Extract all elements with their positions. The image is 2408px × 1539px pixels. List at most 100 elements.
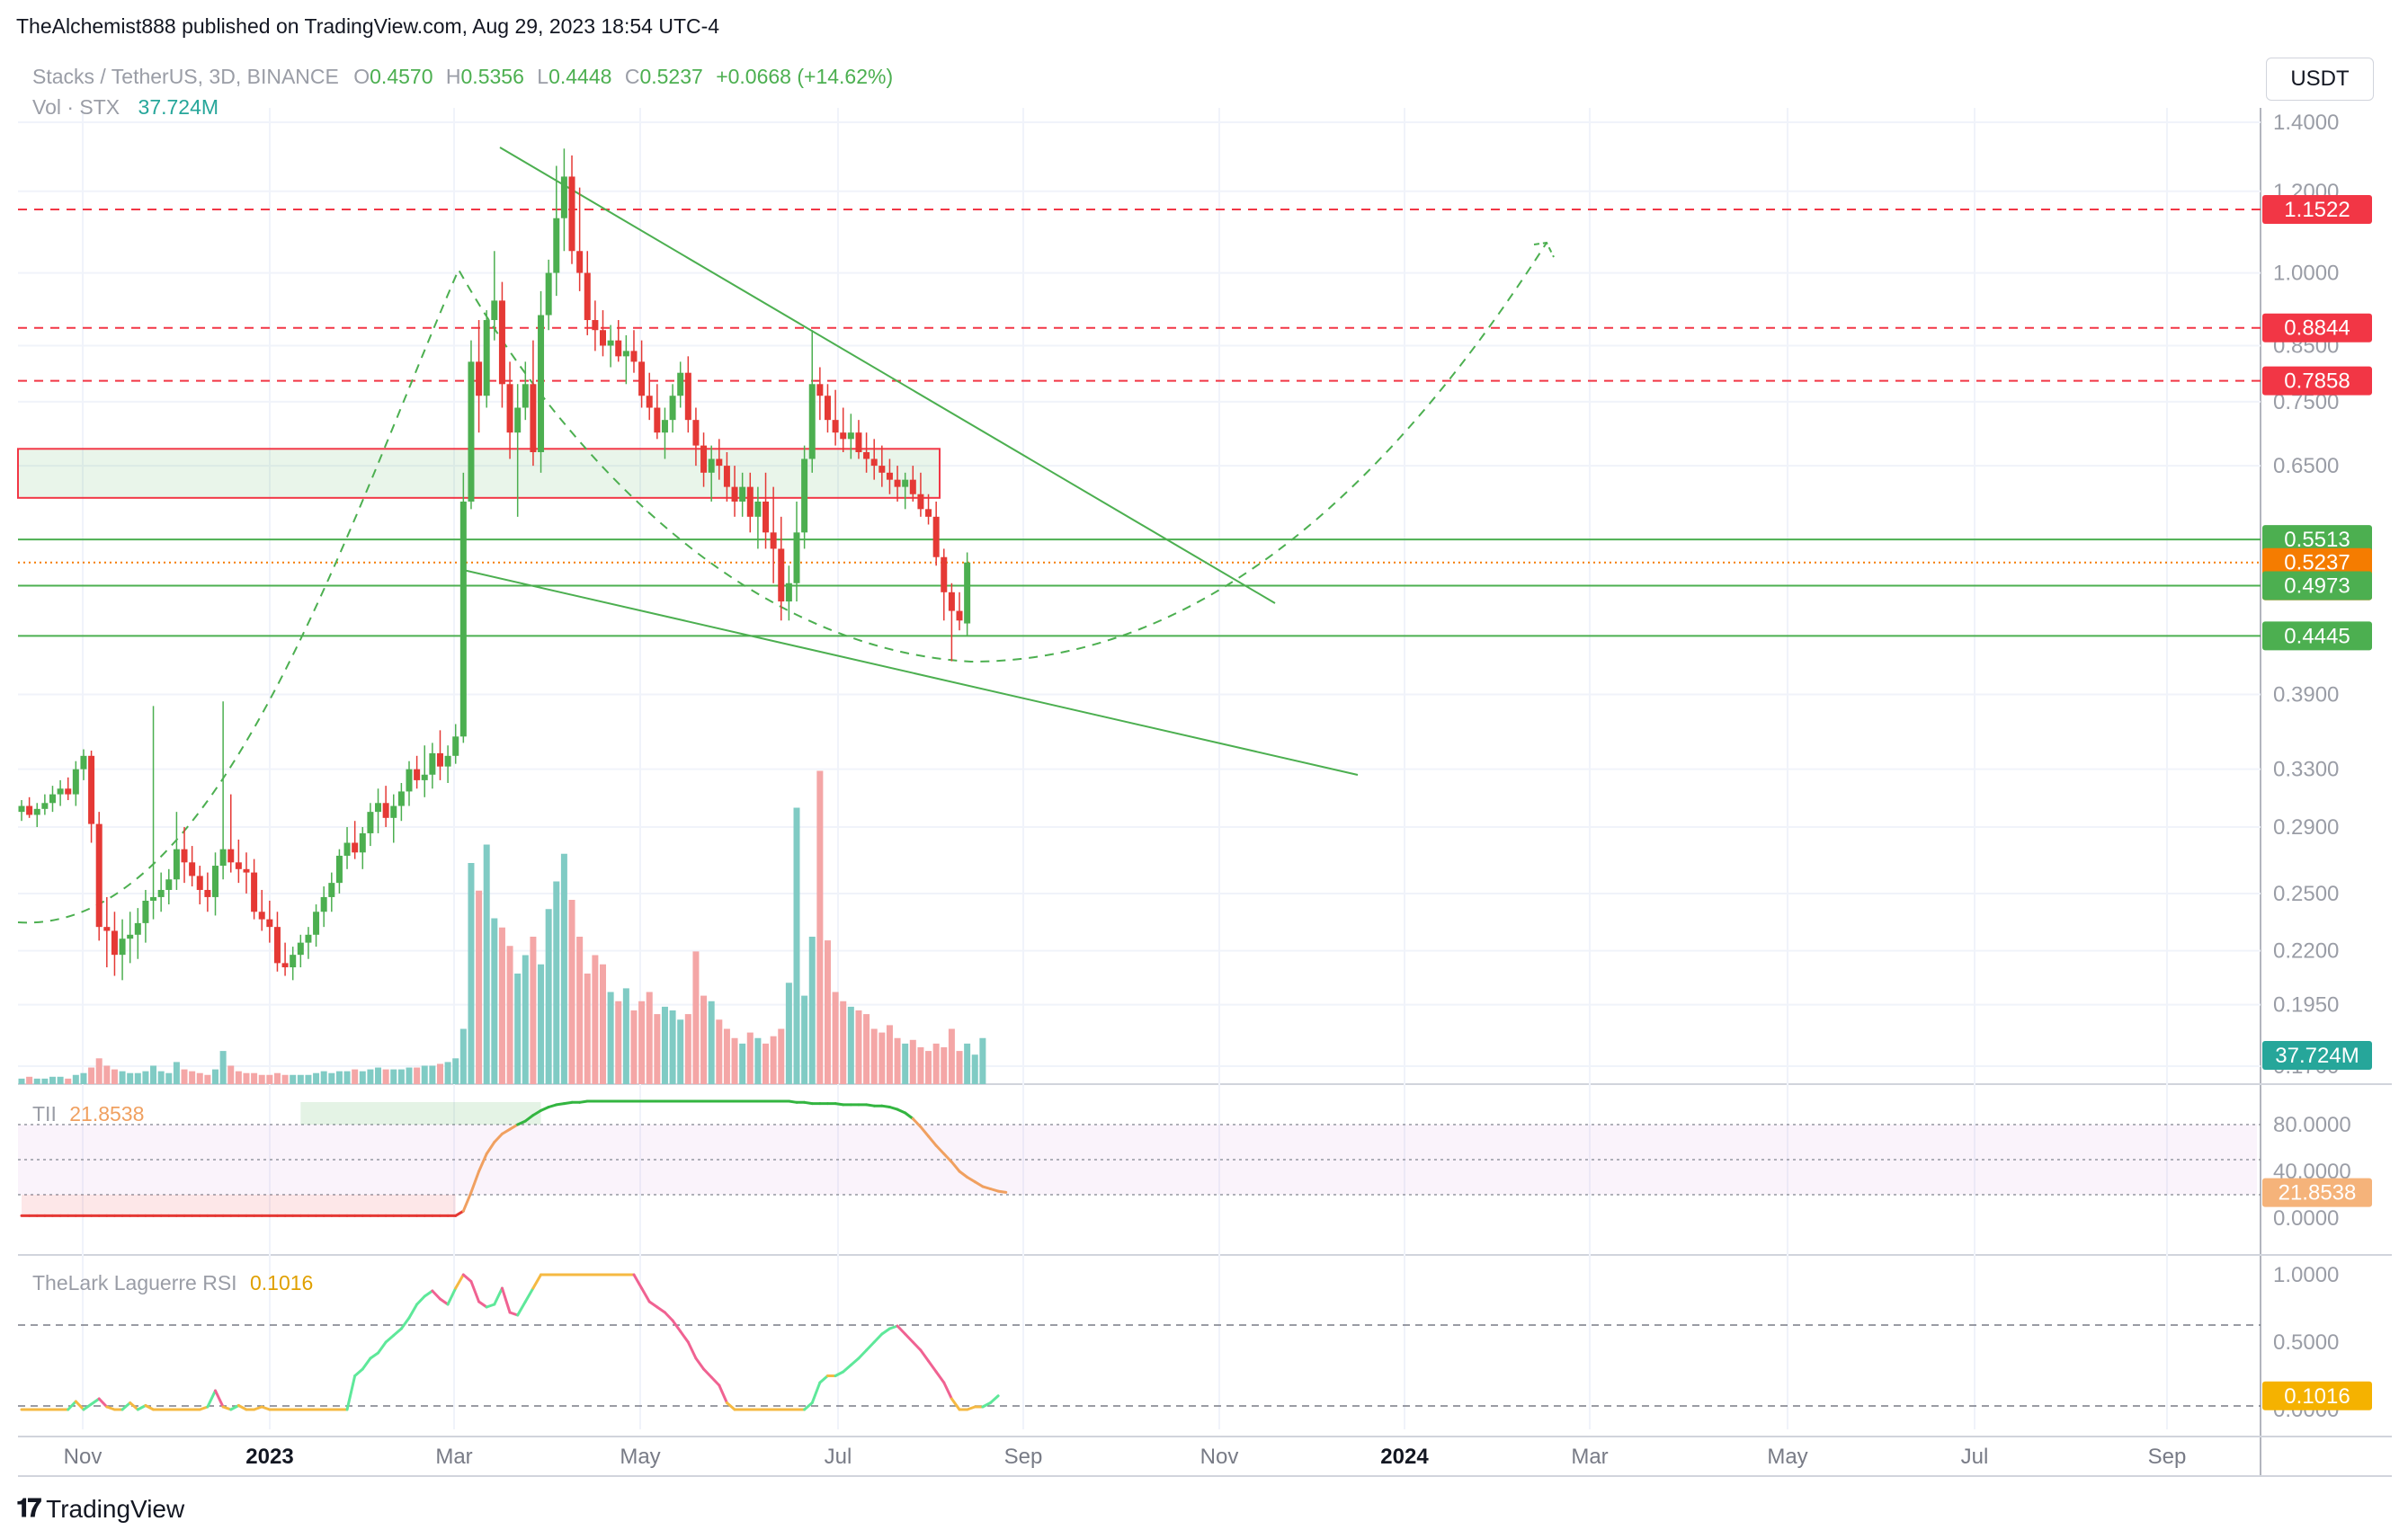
candle-body <box>498 300 505 385</box>
candle-body <box>956 610 963 621</box>
candle-body <box>576 251 584 273</box>
resistance-tag <box>2262 195 2372 225</box>
volume-bar <box>669 1010 676 1084</box>
price-levels <box>18 209 2261 637</box>
volume-bar <box>119 1071 126 1084</box>
volume-bar <box>421 1065 428 1084</box>
tii-legend[interactable]: TII 21.8538 <box>32 1102 144 1126</box>
rsi-line-segment <box>469 1280 481 1303</box>
candle-body <box>103 927 111 931</box>
rsi-line-segment <box>500 1286 512 1314</box>
rsi-line-segment <box>632 1273 644 1290</box>
x-tick-label: Nov <box>1200 1445 1239 1469</box>
candle-body <box>902 479 909 487</box>
rsi-line-segment <box>896 1324 907 1336</box>
candle-body <box>847 432 854 440</box>
candle-body <box>832 420 839 433</box>
support-tag-label: 0.4973 <box>2284 574 2350 598</box>
rsi-line-segment <box>493 1286 504 1306</box>
y-tick-label: 0.3300 <box>2273 758 2339 782</box>
rsi-line-segment <box>129 1401 139 1411</box>
volume-bar <box>708 1001 715 1084</box>
volume-bar <box>700 995 708 1084</box>
rsi-line-segment <box>260 1405 272 1411</box>
rsi-line-segment <box>981 1401 992 1409</box>
volume-bar <box>754 1037 762 1084</box>
currency-button[interactable]: USDT <box>2266 58 2374 101</box>
volume-bar <box>459 1028 467 1084</box>
volume-bar <box>971 1054 978 1084</box>
y-tick-label: 1.0000 <box>2273 262 2339 286</box>
rsi-line-segment <box>74 1400 85 1411</box>
candle-body <box>870 458 878 467</box>
volume-bar <box>414 1067 421 1084</box>
candle-body <box>33 808 40 815</box>
volume-bar <box>824 940 831 1084</box>
tradingview-wordmark: TradingView <box>46 1494 185 1523</box>
rsi-line-segment <box>671 1319 682 1333</box>
rsi-line-segment <box>415 1294 426 1306</box>
tii-line-segment <box>996 1189 1008 1194</box>
y-tick-label: 0.2200 <box>2273 939 2339 964</box>
candle-body <box>584 272 591 321</box>
tii-line-segment <box>966 1176 977 1184</box>
tii-value-tag <box>2262 1178 2372 1207</box>
rsi-line-segment <box>702 1367 713 1379</box>
tii-tick-label: 80.0000 <box>2273 1113 2351 1137</box>
tii-line-segment <box>493 1132 504 1143</box>
candle-body <box>746 486 754 517</box>
volume-bar <box>142 1071 149 1084</box>
resistance-tag-label: 0.8844 <box>2284 316 2350 341</box>
y-tick-label: 0.6500 <box>2273 454 2339 478</box>
x-tick-label: 2023 <box>245 1445 293 1469</box>
volume-bar <box>941 1047 948 1084</box>
rsi-line-segment <box>523 1286 535 1303</box>
volume-bar <box>189 1071 196 1084</box>
candle-body <box>538 315 545 453</box>
rsi-line-segment <box>663 1311 674 1322</box>
volume-bar <box>607 992 614 1084</box>
candle-body <box>568 176 575 252</box>
tii-title: TII <box>32 1102 57 1125</box>
volume-value: 37.724M <box>138 95 219 119</box>
volume-bar <box>902 1043 909 1084</box>
rsi-line-segment <box>229 1404 240 1411</box>
tii-line-segment <box>469 1170 481 1194</box>
time-axis[interactable]: Nov 2023 Mar May Jul Sep Nov 2024 Mar May Jul Sep <box>64 1445 2187 1469</box>
symbol-legend[interactable]: Stacks / TetherUS, 3D, BINANCE O0.4570 H… <box>32 65 893 89</box>
rsi-line-segment <box>461 1273 473 1283</box>
rsi-line-segment <box>361 1357 372 1371</box>
candle-body <box>739 486 746 502</box>
volume-bar <box>894 1037 901 1084</box>
rsi-line-segment <box>377 1340 388 1355</box>
candle-body <box>219 849 227 867</box>
volume-bar <box>560 853 567 1084</box>
volume-bar <box>932 1043 940 1084</box>
candle-body <box>654 407 661 433</box>
candle-body <box>600 330 606 346</box>
volume-bar <box>65 1078 72 1084</box>
volume-bar <box>979 1037 986 1084</box>
volume-bar <box>468 863 475 1084</box>
volume-bar <box>948 1028 955 1084</box>
candle-body <box>855 432 862 453</box>
x-tick-label: May <box>1767 1445 1807 1469</box>
rsi-line-segment <box>818 1374 829 1384</box>
volume-bar <box>429 1065 436 1084</box>
volume-bar <box>855 1010 862 1084</box>
rsi-line-segment <box>640 1286 651 1303</box>
volume-legend[interactable]: Vol · STX 37.724M <box>32 95 219 120</box>
volume-bar <box>165 1072 173 1084</box>
candle-body <box>343 842 351 856</box>
volume-bar <box>57 1076 64 1084</box>
volume-bar <box>498 927 505 1084</box>
price-axis[interactable]: 1.40001.20001.00000.85000.75000.65000.39… <box>2273 111 2351 1422</box>
support-tag-label: 0.4445 <box>2284 624 2350 648</box>
rsi-line-segment <box>834 1370 845 1377</box>
support-tag <box>2262 525 2372 555</box>
last-price-tag-label: 0.5237 <box>2284 551 2350 575</box>
x-tick-label: Sep <box>2148 1445 2187 1469</box>
tradingview-logo[interactable]: 𝟏𝟕 TradingView <box>16 1494 184 1524</box>
rsi-legend[interactable]: TheLark Laguerre RSI 0.1016 <box>32 1271 313 1295</box>
